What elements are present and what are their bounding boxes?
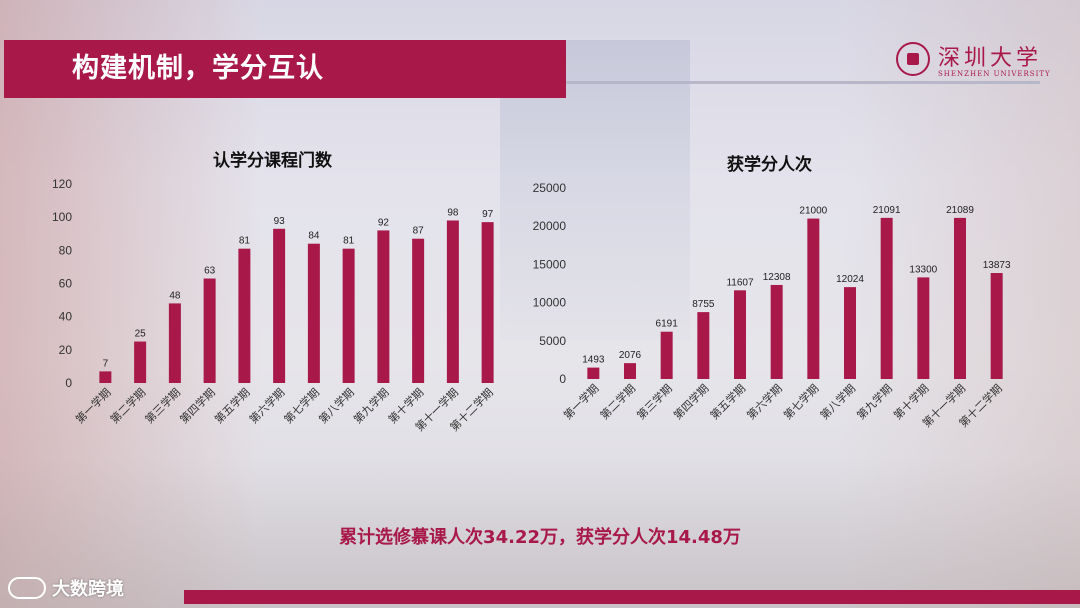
data-label: 84 xyxy=(308,231,320,242)
background-left-wing xyxy=(0,0,260,608)
data-label: 81 xyxy=(239,236,251,247)
bar xyxy=(238,248,251,383)
y-tick-label: 40 xyxy=(59,310,73,324)
bar xyxy=(134,341,147,383)
x-tick-label: 第五学期 xyxy=(211,385,252,426)
x-tick-label: 第七学期 xyxy=(281,385,322,426)
bar xyxy=(481,222,494,383)
bar xyxy=(954,217,966,379)
data-label: 48 xyxy=(169,290,181,301)
bar xyxy=(990,273,1003,379)
data-label: 13873 xyxy=(983,260,1011,271)
data-label: 7 xyxy=(103,358,109,369)
y-tick-label: 60 xyxy=(59,277,73,291)
x-tick-label: 第二学期 xyxy=(107,385,148,426)
x-tick-label: 第五学期 xyxy=(707,381,748,422)
data-label: 87 xyxy=(413,226,425,237)
data-label: 2076 xyxy=(619,350,642,361)
y-tick-label: 100 xyxy=(52,210,72,224)
bar xyxy=(307,243,320,383)
bar xyxy=(377,230,390,383)
bar xyxy=(807,218,820,379)
bar xyxy=(168,303,181,383)
x-tick-label: 第九学期 xyxy=(854,381,895,422)
slide-title: 构建机制，学分互认 xyxy=(72,53,324,84)
x-tick-label: 第八学期 xyxy=(817,381,858,422)
logo-chinese-name: 深圳大学 xyxy=(938,46,1043,71)
bar xyxy=(342,248,355,383)
x-tick-label: 第一学期 xyxy=(560,381,601,422)
data-label: 21089 xyxy=(946,205,974,216)
watermark: 大数跨境 xyxy=(8,574,124,602)
data-label: 11607 xyxy=(726,277,754,288)
bar xyxy=(880,217,893,379)
data-label: 1493 xyxy=(582,355,605,366)
data-label: 21000 xyxy=(799,206,827,217)
seal-center-mark xyxy=(907,53,919,65)
chart-credit-earners: 0 5000 10000 15000 20000 25000 1493 第一学期 2076 第二学… xyxy=(533,181,1011,430)
chart-course-count: 0 20 40 60 80 100 120 7 第一学期 25 第二学期 48 第三学期 63 第四学期 81… xyxy=(52,177,496,434)
y-tick-label: 0 xyxy=(559,372,566,386)
x-tick-label: 第四学期 xyxy=(177,385,218,426)
data-label: 97 xyxy=(482,209,494,220)
x-tick-label: 第三学期 xyxy=(634,381,675,422)
background-courtyard xyxy=(0,458,1080,608)
x-tick-label: 第一学期 xyxy=(72,385,113,426)
bar xyxy=(734,290,746,379)
data-label: 13300 xyxy=(909,264,937,275)
bar xyxy=(273,228,286,383)
title-banner xyxy=(4,40,566,98)
bar xyxy=(587,367,600,379)
data-label: 6191 xyxy=(656,319,679,330)
chart-2-title: 获学分人次 xyxy=(727,155,812,175)
bar xyxy=(697,312,710,379)
data-label: 81 xyxy=(343,236,355,247)
y-tick-label: 5000 xyxy=(539,334,566,348)
bar xyxy=(624,363,636,379)
bottom-accent-bar xyxy=(184,590,1080,604)
summary-text: 累计选修慕课人次34.22万，获学分人次14.48万 xyxy=(339,527,741,548)
university-logo: 深圳大学 SHENZHEN UNIVERSITY xyxy=(896,40,1050,84)
y-tick-label: 80 xyxy=(59,243,73,257)
data-label: 98 xyxy=(447,207,459,218)
data-label: 25 xyxy=(135,329,147,340)
bar xyxy=(203,278,216,383)
x-tick-label: 第二学期 xyxy=(597,381,638,422)
university-seal-icon xyxy=(896,42,930,76)
bar xyxy=(446,220,459,383)
y-tick-label: 20 xyxy=(59,343,73,357)
title-divider xyxy=(566,81,1040,84)
bar xyxy=(844,287,856,379)
x-tick-label: 第三学期 xyxy=(142,385,183,426)
logo-english-name: SHENZHEN UNIVERSITY xyxy=(938,70,1051,78)
data-label: 63 xyxy=(204,266,216,277)
data-label: 93 xyxy=(274,216,286,227)
x-tick-label: 第八学期 xyxy=(316,385,357,426)
x-tick-label: 第七学期 xyxy=(780,381,821,422)
bar xyxy=(770,284,783,379)
data-label: 12308 xyxy=(763,272,791,283)
data-label: 12024 xyxy=(836,274,864,285)
y-tick-label: 120 xyxy=(52,177,72,191)
y-tick-label: 20000 xyxy=(533,219,567,233)
y-tick-label: 15000 xyxy=(533,257,567,271)
x-tick-label: 第九学期 xyxy=(350,385,391,426)
x-tick-label: 第六学期 xyxy=(744,381,785,422)
bar xyxy=(917,277,930,379)
data-label: 8755 xyxy=(692,299,715,310)
bar xyxy=(412,238,425,383)
chart-1-title: 认学分课程门数 xyxy=(213,151,332,171)
bar xyxy=(660,331,673,379)
data-label: 92 xyxy=(378,217,390,228)
y-tick-label: 25000 xyxy=(533,181,567,195)
y-tick-label: 0 xyxy=(65,376,72,390)
bar xyxy=(99,371,112,383)
watermark-logo-icon xyxy=(8,577,46,599)
x-tick-label: 第六学期 xyxy=(246,385,287,426)
watermark-text: 大数跨境 xyxy=(52,579,124,600)
y-tick-label: 10000 xyxy=(533,296,567,310)
data-label: 21091 xyxy=(873,205,901,216)
x-tick-label: 第四学期 xyxy=(670,381,711,422)
